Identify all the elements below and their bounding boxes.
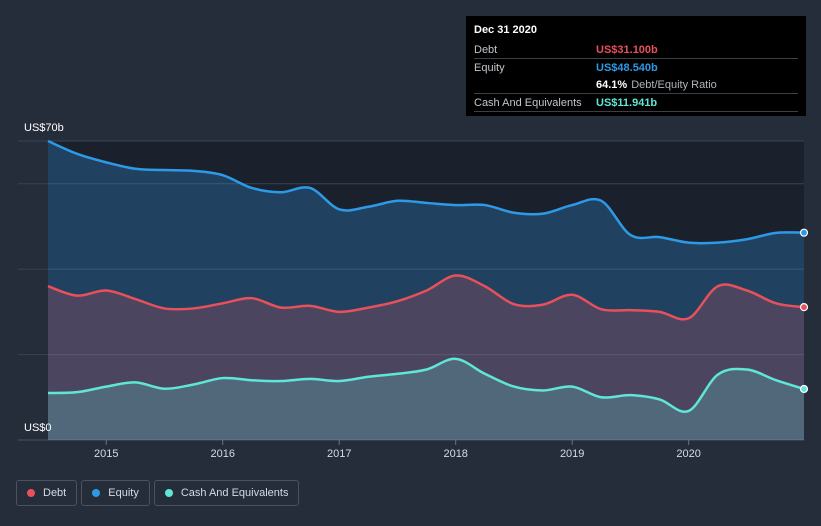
y-axis-max-label: US$70b bbox=[24, 122, 64, 134]
tooltip-ratio-label: Debt/Equity Ratio bbox=[631, 78, 717, 91]
tooltip-ratio-value: 64.1% bbox=[596, 78, 628, 91]
x-tick-label-2015: 2015 bbox=[94, 448, 118, 460]
cash-and-equivalents-endpoint bbox=[799, 384, 809, 394]
legend-item-equity[interactable]: Equity bbox=[81, 480, 150, 506]
tooltip-date: Dec 31 2020 bbox=[474, 24, 537, 36]
equity-line bbox=[47, 139, 805, 245]
y-axis-min-label: US$0 bbox=[24, 422, 52, 434]
cash-and-equivalents-line bbox=[47, 357, 805, 413]
tooltip-row-ratio: 64.1% Debt/Equity Ratio bbox=[474, 76, 798, 94]
tooltip-row-cash: Cash And Equivalents US$11.941b bbox=[474, 94, 798, 112]
legend-label-debt: Debt bbox=[43, 487, 67, 499]
legend-label-cash: Cash And Equivalents bbox=[180, 487, 289, 499]
tooltip-label-equity: Equity bbox=[474, 61, 505, 74]
cash-dot-icon bbox=[164, 489, 173, 497]
debt-endpoint bbox=[799, 303, 809, 312]
debt-dot-icon bbox=[27, 489, 35, 497]
debt-line bbox=[47, 274, 805, 321]
x-tick-label-2019: 2019 bbox=[560, 448, 584, 460]
tooltip-row-debt: Debt US$31.100b bbox=[474, 41, 798, 59]
tooltip-label-cash: Cash And Equivalents bbox=[474, 96, 582, 109]
tooltip-value-debt: US$31.100b bbox=[596, 43, 658, 56]
x-tick-label-2017: 2017 bbox=[327, 448, 351, 460]
legend-label-equity: Equity bbox=[108, 487, 139, 499]
tooltip-label-debt: Debt bbox=[474, 43, 498, 56]
debt-area bbox=[48, 275, 804, 440]
equity-endpoint bbox=[799, 228, 809, 237]
legend-item-debt[interactable]: Debt bbox=[16, 480, 78, 506]
series-endpoints bbox=[799, 228, 809, 394]
equity-dot-icon bbox=[92, 489, 101, 497]
series-lines bbox=[47, 139, 805, 413]
tooltip-row-equity: Equity US$48.540b bbox=[474, 59, 798, 76]
legend-item-cash[interactable]: Cash And Equivalents bbox=[153, 480, 300, 506]
x-tick-label-2018: 2018 bbox=[443, 448, 467, 460]
x-tick-label-2016: 2016 bbox=[210, 448, 234, 460]
chart-legend: Debt Equity Cash And Equivalents bbox=[16, 480, 303, 506]
data-tooltip: Dec 31 2020 Debt US$31.100b Equity US$48… bbox=[466, 16, 806, 116]
x-tick-label-2020: 2020 bbox=[676, 448, 700, 460]
tooltip-value-cash: US$11.941b bbox=[596, 96, 658, 109]
tooltip-value-equity: US$48.540b bbox=[596, 61, 658, 74]
x-axis-ticks: 2015 2016 2017 2018 2019 2020 bbox=[94, 440, 701, 460]
